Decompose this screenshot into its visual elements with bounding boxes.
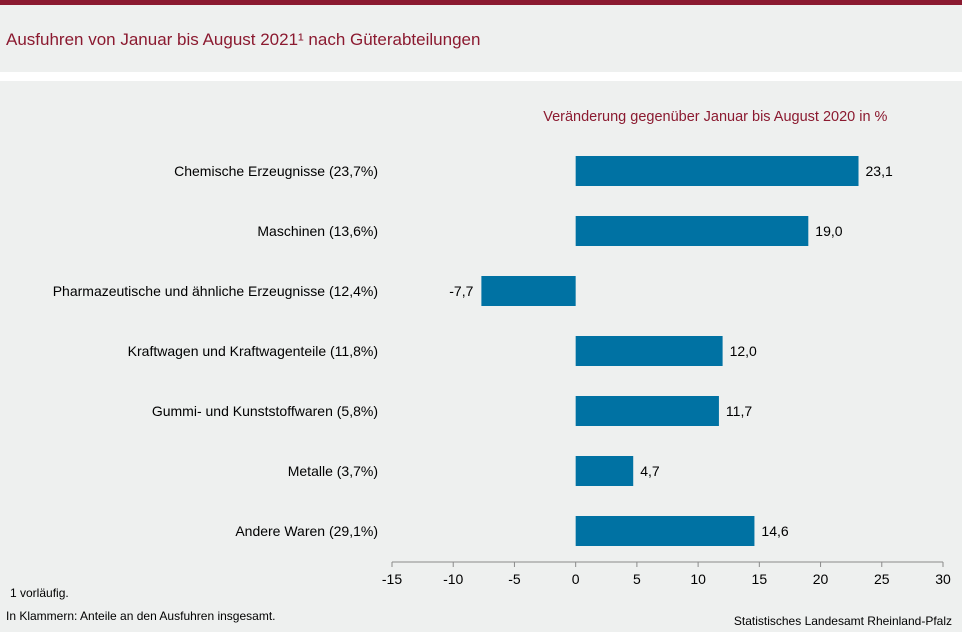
x-tick-label-7: 20 xyxy=(813,571,829,587)
bar-0 xyxy=(575,156,859,186)
x-tick-label-0: -15 xyxy=(382,571,402,587)
bar-3 xyxy=(575,336,723,366)
category-label-5: Metalle (3,7%) xyxy=(288,463,378,479)
value-label-0: 23,1 xyxy=(866,163,893,179)
value-label-6: 14,6 xyxy=(761,523,788,539)
x-tick-label-6: 15 xyxy=(752,571,768,587)
footnote-shares: In Klammern: Anteile an den Ausfuhren in… xyxy=(6,609,276,623)
value-label-5: 4,7 xyxy=(640,463,660,479)
x-tick-label-5: 10 xyxy=(690,571,706,587)
category-label-1: Maschinen (13,6%) xyxy=(257,223,378,239)
category-label-2: Pharmazeutische und ähnliche Erzeugnisse… xyxy=(53,283,378,299)
bar-5 xyxy=(575,456,634,486)
value-label-2: -7,7 xyxy=(449,283,473,299)
x-tick-label-1: -10 xyxy=(443,571,463,587)
page-title: Ausfuhren von Januar bis August 2021¹ na… xyxy=(6,30,481,49)
x-tick-label-2: -5 xyxy=(508,571,521,587)
bar-4 xyxy=(575,396,719,426)
footnote-preliminary: 1 vorläufig. xyxy=(10,586,69,600)
bar-1 xyxy=(575,216,809,246)
top-accent-bar xyxy=(0,0,962,5)
bar-2 xyxy=(481,276,576,306)
category-label-3: Kraftwagen und Kraftwagenteile (11,8%) xyxy=(128,343,378,359)
header-separator xyxy=(0,72,962,81)
category-label-4: Gummi- und Kunststoffwaren (5,8%) xyxy=(152,403,378,419)
source-credit: Statistisches Landesamt Rheinland-Pfalz xyxy=(733,614,952,628)
value-label-4: 11,7 xyxy=(726,403,752,419)
x-tick-label-8: 25 xyxy=(874,571,890,587)
bar-6 xyxy=(575,516,755,546)
value-label-1: 19,0 xyxy=(815,223,842,239)
x-tick-label-3: 0 xyxy=(572,571,580,587)
x-tick-label-9: 30 xyxy=(935,571,951,587)
x-tick-label-4: 5 xyxy=(633,571,641,587)
category-label-6: Andere Waren (29,1%) xyxy=(235,523,378,539)
chart-subtitle: Veränderung gegenüber Januar bis August … xyxy=(543,109,887,125)
value-label-3: 12,0 xyxy=(730,343,757,359)
category-label-0: Chemische Erzeugnisse (23,7%) xyxy=(174,163,378,179)
